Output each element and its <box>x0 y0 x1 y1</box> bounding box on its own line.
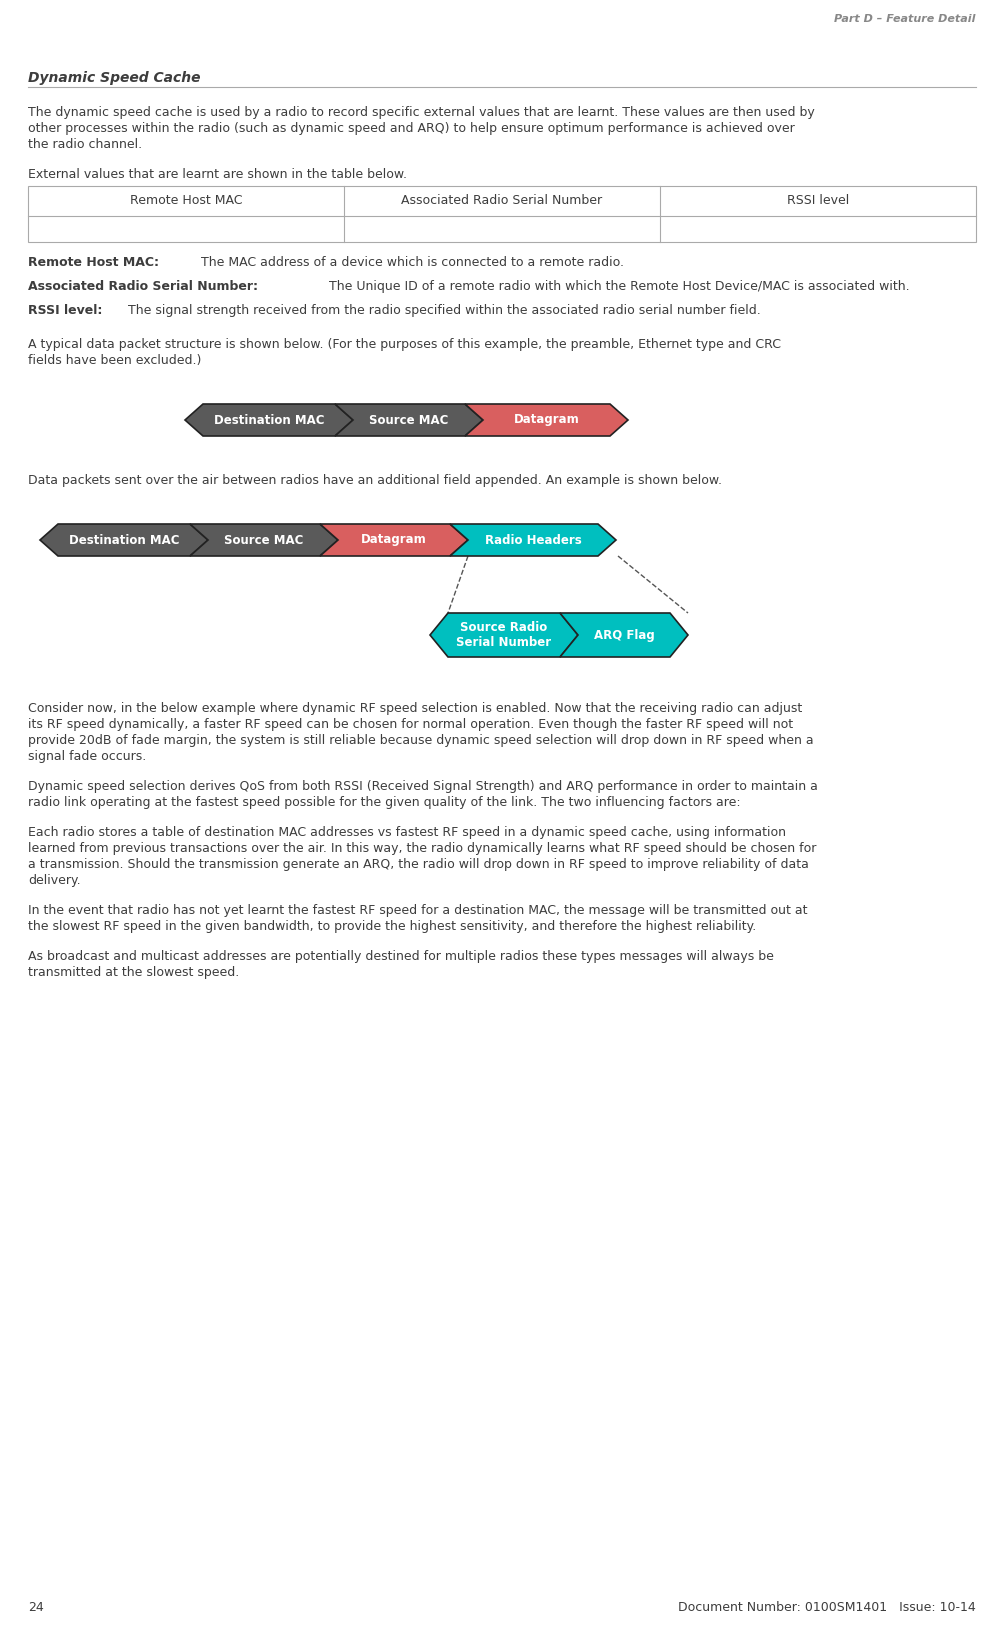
Text: Each radio stores a table of destination MAC addresses vs fastest RF speed in a : Each radio stores a table of destination… <box>28 826 785 839</box>
Text: In the event that radio has not yet learnt the fastest RF speed for a destinatio: In the event that radio has not yet lear… <box>28 905 806 918</box>
Text: 24: 24 <box>28 1602 44 1615</box>
Polygon shape <box>429 614 578 658</box>
Text: transmitted at the slowest speed.: transmitted at the slowest speed. <box>28 965 239 978</box>
Text: Associated Radio Serial Number: Associated Radio Serial Number <box>401 195 602 208</box>
Text: The signal strength received from the radio specified within the associated radi: The signal strength received from the ra… <box>123 304 760 317</box>
Text: Remote Host MAC:: Remote Host MAC: <box>28 255 158 268</box>
Text: the radio channel.: the radio channel. <box>28 137 142 151</box>
Text: Dynamic speed selection derives QoS from both RSSI (Received Signal Strength) an: Dynamic speed selection derives QoS from… <box>28 780 817 793</box>
Text: Data packets sent over the air between radios have an additional field appended.: Data packets sent over the air between r… <box>28 474 721 488</box>
Polygon shape <box>560 614 687 658</box>
Text: radio link operating at the fastest speed possible for the given quality of the : radio link operating at the fastest spee… <box>28 797 740 808</box>
Text: The Unique ID of a remote radio with which the Remote Host Device/MAC is associa: The Unique ID of a remote radio with whi… <box>324 280 909 293</box>
Text: delivery.: delivery. <box>28 874 80 887</box>
Polygon shape <box>464 404 627 437</box>
Polygon shape <box>190 524 338 556</box>
Text: Document Number: 0100SM1401   Issue: 10-14: Document Number: 0100SM1401 Issue: 10-14 <box>678 1602 975 1615</box>
Text: a transmission. Should the transmission generate an ARQ, the radio will drop dow: a transmission. Should the transmission … <box>28 857 808 870</box>
Text: Source Radio
Serial Number: Source Radio Serial Number <box>456 622 551 649</box>
Bar <box>28 187 975 242</box>
Text: the slowest RF speed in the given bandwidth, to provide the highest sensitivity,: the slowest RF speed in the given bandwi… <box>28 919 755 933</box>
Text: Datagram: Datagram <box>361 533 426 546</box>
Text: Radio Headers: Radio Headers <box>484 533 581 546</box>
Polygon shape <box>40 524 208 556</box>
Polygon shape <box>449 524 616 556</box>
Text: External values that are learnt are shown in the table below.: External values that are learnt are show… <box>28 169 406 182</box>
Polygon shape <box>320 524 467 556</box>
Text: Source MAC: Source MAC <box>224 533 303 546</box>
Text: Destination MAC: Destination MAC <box>214 414 324 427</box>
Text: The dynamic speed cache is used by a radio to record specific external values th: The dynamic speed cache is used by a rad… <box>28 106 814 119</box>
Text: RSSI level: RSSI level <box>786 195 849 208</box>
Text: Datagram: Datagram <box>514 414 579 427</box>
Text: learned from previous transactions over the air. In this way, the radio dynamica: learned from previous transactions over … <box>28 843 815 856</box>
Text: Part D – Feature Detail: Part D – Feature Detail <box>833 15 975 25</box>
Text: Source MAC: Source MAC <box>369 414 448 427</box>
Polygon shape <box>185 404 353 437</box>
Text: A typical data packet structure is shown below. (For the purposes of this exampl: A typical data packet structure is shown… <box>28 339 780 352</box>
Text: provide 20dB of fade margin, the system is still reliable because dynamic speed : provide 20dB of fade margin, the system … <box>28 735 812 748</box>
Text: ARQ Flag: ARQ Flag <box>593 628 654 641</box>
Text: its RF speed dynamically, a faster RF speed can be chosen for normal operation. : its RF speed dynamically, a faster RF sp… <box>28 718 792 731</box>
Text: other processes within the radio (such as dynamic speed and ARQ) to help ensure : other processes within the radio (such a… <box>28 123 794 136</box>
Text: Consider now, in the below example where dynamic RF speed selection is enabled. : Consider now, in the below example where… <box>28 702 801 715</box>
Text: Dynamic Speed Cache: Dynamic Speed Cache <box>28 70 201 85</box>
Text: RSSI level:: RSSI level: <box>28 304 102 317</box>
Text: The MAC address of a device which is connected to a remote radio.: The MAC address of a device which is con… <box>197 255 624 268</box>
Text: Associated Radio Serial Number:: Associated Radio Serial Number: <box>28 280 258 293</box>
Polygon shape <box>335 404 482 437</box>
Text: Destination MAC: Destination MAC <box>68 533 180 546</box>
Text: Remote Host MAC: Remote Host MAC <box>129 195 242 208</box>
Text: fields have been excluded.): fields have been excluded.) <box>28 353 202 366</box>
Text: As broadcast and multicast addresses are potentially destined for multiple radio: As broadcast and multicast addresses are… <box>28 951 773 964</box>
Text: signal fade occurs.: signal fade occurs. <box>28 749 146 762</box>
